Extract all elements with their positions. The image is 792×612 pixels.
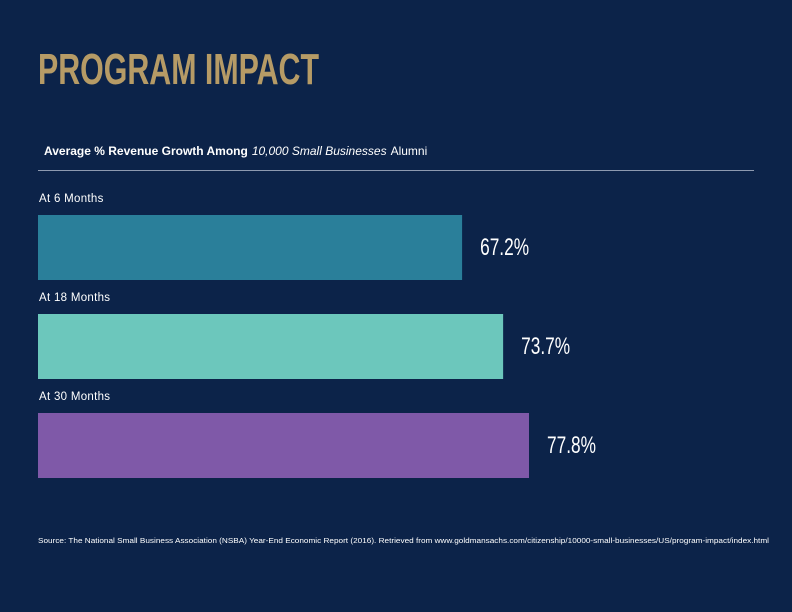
category-label: At 18 Months [39, 292, 110, 304]
subtitle-part: Average % Revenue Growth Among [44, 144, 248, 158]
subtitle-part: 10,000 Small Businesses [252, 144, 387, 158]
bar [38, 314, 504, 379]
chart-title: PROGRAM IMPACT [38, 45, 319, 94]
value-label: 77.8% [547, 432, 596, 458]
value-label: 67.2% [480, 234, 529, 260]
source-note: Source: The National Small Business Asso… [38, 536, 769, 545]
category-label: At 6 Months [39, 193, 104, 205]
bar [38, 215, 463, 280]
category-label: At 30 Months [39, 391, 110, 403]
subtitle-part: Alumni [391, 144, 428, 158]
chart-subtitle: Average % Revenue Growth Among 10,000 Sma… [44, 144, 427, 158]
bar [38, 413, 529, 478]
value-label: 73.7% [521, 333, 570, 359]
